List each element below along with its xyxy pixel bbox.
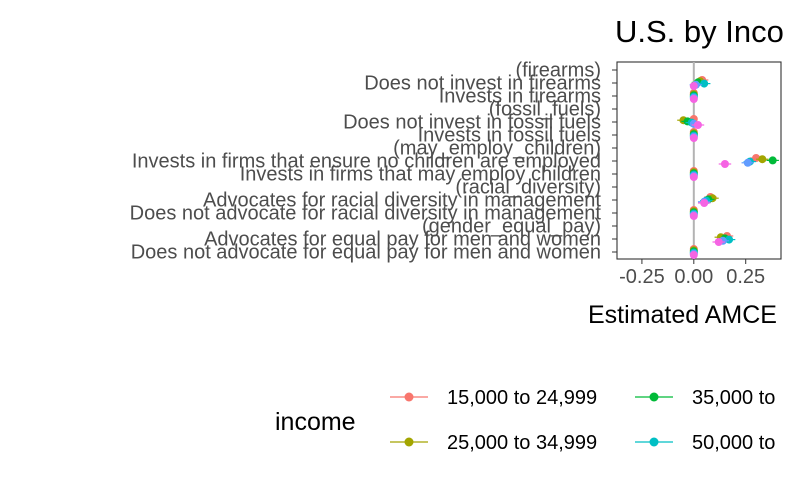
legend-entry-label: 25,000 to 34,999	[447, 432, 597, 454]
data-point	[689, 173, 698, 181]
legend-title: income	[275, 408, 356, 436]
y-tick-label: Does not invest in firearms	[364, 73, 601, 95]
legend-entry-label: 50,000 to	[692, 432, 775, 454]
x-tick-label: -0.25	[619, 266, 665, 288]
x-tick-label: 0.00	[674, 266, 713, 288]
y-tick-label: Does not invest in fossil fuels	[343, 112, 601, 134]
chart-title: U.S. by Inco	[615, 14, 784, 49]
y-tick-label: (racial_diversity)	[455, 177, 601, 199]
data-point	[689, 212, 698, 220]
data-point	[693, 121, 702, 129]
data-point	[714, 238, 723, 246]
y-tick-label: (may_employ_children)	[393, 138, 601, 160]
y-tick-label: (firearms)	[515, 60, 601, 82]
y-tick-label: Does not advocate for racial diversity i…	[130, 203, 602, 225]
data-point	[768, 156, 777, 165]
y-tick-label: (fossil_fuels)	[489, 99, 601, 121]
data-point	[689, 251, 698, 259]
data-point	[689, 134, 698, 142]
legend-entry-label: 15,000 to 24,999	[447, 387, 597, 409]
y-tick-label: Advocates for equal pay for men and wome…	[204, 229, 601, 251]
data-point	[689, 95, 698, 103]
legend-key-point	[649, 392, 659, 402]
y-tick-label: Invests in firms that ensure no children…	[132, 151, 601, 173]
data-point	[700, 79, 709, 88]
legend-entry-label: 35,000 to	[692, 387, 775, 409]
data-point	[752, 154, 761, 162]
y-tick-label: Invests in firms that may employ childre…	[240, 164, 601, 186]
legend-key-point	[649, 437, 659, 447]
data-point	[758, 155, 767, 164]
legend-key-point	[404, 437, 414, 447]
y-tick-label: Does not advocate for equal pay for men …	[131, 242, 601, 264]
y-tick-label: (gender_equal_pay)	[422, 216, 601, 238]
legend-key-point	[404, 392, 414, 402]
y-tick-label: Advocates for racial diversity in manage…	[203, 190, 601, 212]
x-tick-label: 0.25	[726, 266, 765, 288]
x-axis-title: Estimated AMCE	[588, 301, 777, 329]
data-point	[700, 199, 709, 207]
y-tick-label: Invests in fossil fuels	[418, 125, 601, 147]
y-tick-label: Invests in firearms	[439, 86, 601, 108]
data-point	[743, 158, 752, 167]
data-point	[725, 235, 734, 244]
data-point	[720, 160, 729, 168]
data-point	[689, 82, 698, 90]
